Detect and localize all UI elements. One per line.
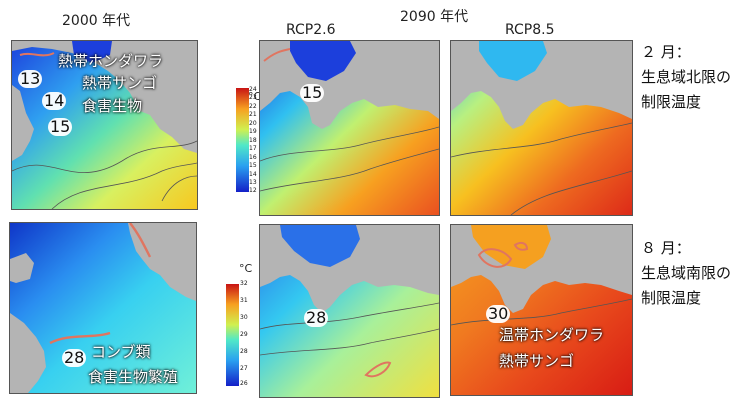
header-2000s: 2000 年代 — [62, 13, 131, 29]
map-aug-2090s-rcp85 — [450, 224, 633, 396]
side-aug-line1: 生息域南限の — [641, 264, 732, 282]
header-rcp26: RCP2.6 — [286, 22, 336, 38]
temp-label-13: 13 — [18, 69, 43, 88]
colorbar-aug-ticks: 32 31 30 29 28 27 26 — [240, 280, 248, 387]
map-aug-2090s-rcp26 — [259, 224, 440, 398]
map-feb-2090s-rcp26 — [259, 40, 440, 216]
side-feb-line2: 制限温度 — [641, 93, 702, 111]
side-aug-line2: 制限温度 — [641, 289, 702, 307]
side-feb-title: ２ 月： — [641, 43, 691, 61]
colorbar-aug-unit: °C — [239, 262, 253, 275]
species-herbivore: 食害生物 — [82, 97, 143, 115]
species-herbivore-breeding: 食害生物繁殖 — [88, 368, 179, 386]
colorbar-feb-unit: °C — [248, 90, 262, 103]
map-feb-2090s-rcp85 — [450, 40, 633, 216]
species-temperate-sargassum: 温帯ホンダワラ — [499, 326, 605, 344]
species-tropical-sargassum: 熱帯ホンダワラ — [58, 52, 164, 70]
temp-label-14: 14 — [42, 91, 67, 110]
side-feb-block: ２ 月： 生息域北限の 制限温度 — [641, 40, 731, 115]
species-tropical-coral-aug: 熱帯サンゴ — [499, 352, 575, 370]
side-aug-block: ８ 月： 生息域南限の 制限温度 — [641, 236, 731, 311]
header-2090s: 2090 年代 — [400, 9, 469, 25]
colorbar-feb-ticks: 24 23 22 21 20 19 18 17 16 15 14 13 12 — [249, 86, 257, 194]
side-feb-line1: 生息域北限の — [641, 68, 732, 86]
temp-label-28: 28 — [62, 348, 87, 367]
colorbar-feb — [236, 88, 249, 192]
colorbar-aug — [226, 284, 239, 386]
header-rcp85: RCP8.5 — [505, 22, 555, 38]
species-kelp: コンブ類 — [91, 343, 151, 361]
temp-label-15: 15 — [48, 117, 73, 136]
map-aug-2000s — [9, 222, 197, 394]
species-tropical-coral: 熱帯サンゴ — [82, 74, 158, 92]
temp-label-30: 30 — [486, 304, 511, 323]
temp-label-15-rcp26: 15 — [300, 83, 325, 102]
map-feb-2000s — [11, 40, 198, 210]
temp-label-28-rcp26: 28 — [304, 308, 329, 327]
side-aug-title: ８ 月： — [641, 239, 691, 257]
